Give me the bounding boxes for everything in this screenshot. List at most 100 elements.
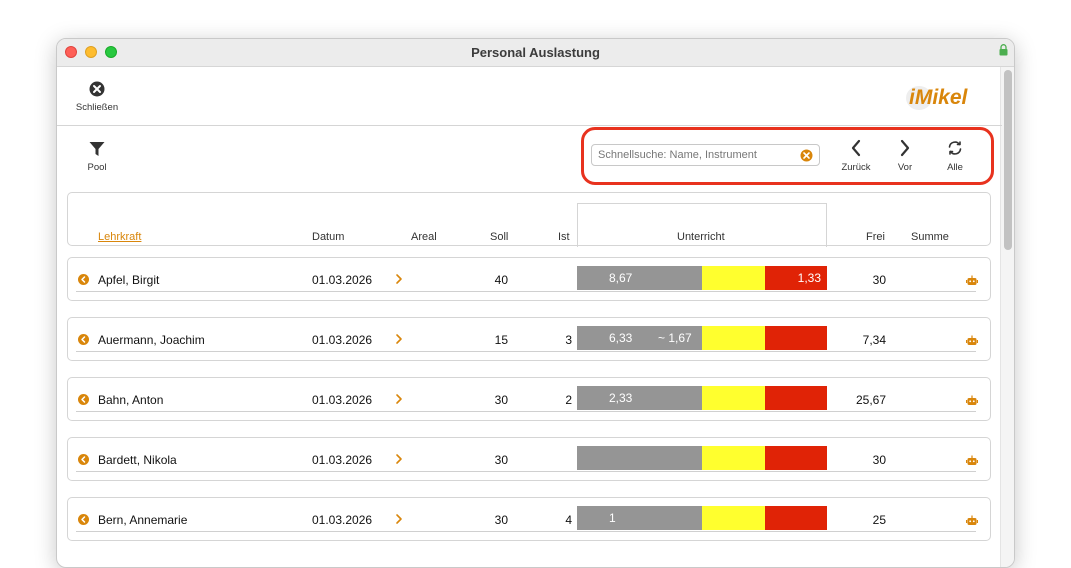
- bar-segment-yellow: [702, 326, 765, 350]
- bar-segment-yellow: [702, 386, 765, 410]
- row-soll: 15: [494, 333, 508, 347]
- row-divider: [76, 351, 976, 352]
- row-divider: [76, 291, 976, 292]
- header-lehrkraft[interactable]: Lehrkraft: [98, 231, 142, 243]
- highlight-frame: [581, 127, 994, 185]
- forward-label: Vor: [897, 162, 913, 173]
- table-row[interactable]: Bahn, Anton 01.03.2026 30 2 2,33 25,67: [67, 377, 991, 421]
- row-name: Bardett, Nikola: [98, 453, 177, 467]
- arrow-circle-left-icon[interactable]: [78, 514, 89, 525]
- header-summe[interactable]: Summe: [911, 231, 949, 243]
- unterricht-bar: [577, 446, 827, 470]
- search-placeholder: Schnellsuche: Name, Instrument: [598, 149, 757, 161]
- chevron-right-icon[interactable]: [395, 393, 403, 405]
- row-divider: [76, 471, 976, 472]
- bar-segment-gray: 2,33: [577, 386, 702, 410]
- unterricht-bar: 6,33 ~ 1,67: [577, 326, 827, 350]
- robot-icon[interactable]: [966, 395, 978, 406]
- clear-search-icon[interactable]: [800, 149, 813, 162]
- window-title: Personal Auslastung: [471, 45, 600, 60]
- chevron-right-icon[interactable]: [395, 513, 403, 525]
- robot-icon[interactable]: [966, 455, 978, 466]
- all-button[interactable]: Alle: [935, 139, 975, 173]
- chevron-right-icon[interactable]: [395, 333, 403, 345]
- bar-segment-gray: 8,67: [577, 266, 702, 290]
- chevron-right-icon[interactable]: [395, 453, 403, 465]
- arrow-circle-left-icon[interactable]: [78, 334, 89, 345]
- gray-value: 6,33: [609, 331, 633, 345]
- header-datum[interactable]: Datum: [312, 231, 345, 243]
- svg-text:iMikel: iMikel: [909, 86, 969, 109]
- robot-icon[interactable]: [966, 275, 978, 286]
- all-label: Alle: [947, 162, 963, 173]
- bar-segment-yellow: [702, 446, 765, 470]
- imikel-logo: iMikel: [906, 86, 969, 110]
- scrollbar-thumb[interactable]: [1004, 70, 1012, 250]
- header-unterricht[interactable]: Unterricht: [677, 231, 725, 243]
- gray-value: 1: [609, 511, 616, 525]
- robot-icon[interactable]: [966, 515, 978, 526]
- unterricht-bar: 8,67 1,33: [577, 266, 827, 290]
- header-soll[interactable]: Soll: [490, 231, 509, 243]
- pool-button[interactable]: Pool: [77, 141, 117, 173]
- app-window: Personal Auslastung Schließen iMikel Poo…: [56, 38, 1015, 568]
- row-name: Bern, Annemarie: [98, 513, 188, 527]
- vertical-scrollbar[interactable]: [1000, 67, 1014, 567]
- chevron-right-icon: [900, 139, 910, 157]
- bar-segment-red: [765, 326, 827, 350]
- row-ist: 4: [565, 513, 572, 527]
- table-row[interactable]: Bardett, Nikola 01.03.2026 30 30: [67, 437, 991, 481]
- close-circle-icon: [89, 81, 105, 97]
- row-divider: [76, 411, 976, 412]
- zoom-window-button[interactable]: [105, 46, 117, 58]
- back-button[interactable]: Zurück: [836, 139, 876, 173]
- bar-segment-red: 1,33: [765, 266, 827, 290]
- gray-extra-value: ~ 1,67: [658, 331, 692, 345]
- bar-segment-gray: 6,33 ~ 1,67: [577, 326, 702, 350]
- arrow-circle-left-icon[interactable]: [78, 394, 89, 405]
- refresh-icon: [948, 141, 962, 155]
- filter-icon: [89, 142, 105, 156]
- gray-value: 8,67: [609, 271, 633, 285]
- row-datum: 01.03.2026: [312, 453, 373, 467]
- row-ist: 3: [565, 333, 572, 347]
- unterricht-bar: 1: [577, 506, 827, 530]
- robot-icon[interactable]: [966, 335, 978, 346]
- row-soll: 30: [494, 453, 508, 467]
- header-areal[interactable]: Areal: [411, 231, 437, 243]
- close-button[interactable]: Schließen: [74, 81, 120, 113]
- close-label: Schließen: [75, 102, 119, 113]
- table-row[interactable]: Bern, Annemarie 01.03.2026 30 4 1 25: [67, 497, 991, 541]
- header-frei[interactable]: Frei: [866, 231, 885, 243]
- row-frei: 30: [872, 453, 886, 467]
- close-window-button[interactable]: [65, 46, 77, 58]
- pool-label: Pool: [87, 162, 107, 173]
- row-soll: 30: [494, 513, 508, 527]
- arrow-circle-left-icon[interactable]: [78, 454, 89, 465]
- row-soll: 30: [494, 393, 508, 407]
- row-datum: 01.03.2026: [312, 393, 373, 407]
- table-header: Lehrkraft Datum Areal Soll Ist Unterrich…: [67, 192, 991, 247]
- table-row[interactable]: Apfel, Birgit 01.03.2026 40 8,67 1,33 30: [67, 257, 991, 301]
- row-ist: 2: [565, 393, 572, 407]
- main-toolbar: Schließen iMikel: [57, 67, 1002, 126]
- bar-segment-gray: [577, 446, 702, 470]
- minimize-window-button[interactable]: [85, 46, 97, 58]
- header-ist[interactable]: Ist: [558, 231, 570, 243]
- forward-button[interactable]: Vor: [885, 139, 925, 173]
- bar-segment-red: [765, 386, 827, 410]
- row-frei: 30: [872, 273, 886, 287]
- lock-icon: [999, 44, 1008, 56]
- row-name: Auermann, Joachim: [98, 333, 205, 347]
- row-frei: 7,34: [862, 333, 886, 347]
- search-input[interactable]: Schnellsuche: Name, Instrument: [591, 144, 820, 166]
- row-datum: 01.03.2026: [312, 333, 373, 347]
- row-divider: [76, 531, 976, 532]
- bar-segment-yellow: [702, 506, 765, 530]
- bar-segment-red: [765, 446, 827, 470]
- chevron-left-icon: [851, 139, 861, 157]
- row-soll: 40: [494, 273, 508, 287]
- table-row[interactable]: Auermann, Joachim 01.03.2026 15 3 6,33 ~…: [67, 317, 991, 361]
- chevron-right-icon[interactable]: [395, 273, 403, 285]
- arrow-circle-left-icon[interactable]: [78, 274, 89, 285]
